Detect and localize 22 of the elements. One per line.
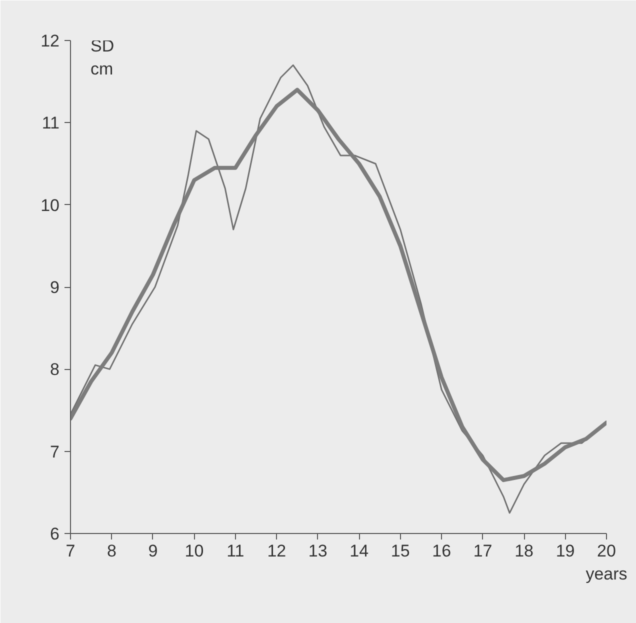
y-tick-label: 6 <box>50 524 60 544</box>
x-tick-label: 7 <box>66 542 76 560</box>
x-tick-label: 11 <box>226 542 244 560</box>
x-tick-label: 8 <box>107 542 116 560</box>
x-tick-label: 12 <box>267 542 286 560</box>
x-tick-label: 14 <box>350 542 369 560</box>
x-tick-label: 10 <box>184 542 204 560</box>
y-tick-label: 10 <box>40 196 60 215</box>
x-tick-label: 16 <box>432 542 452 560</box>
y-tick-label: 12 <box>40 32 60 50</box>
x-tick-label: 9 <box>148 542 158 560</box>
y-tick-label: 7 <box>50 442 60 462</box>
x-axis-title: years <box>586 564 628 584</box>
x-tick-label: 19 <box>556 542 575 560</box>
y-tick-label: 8 <box>50 360 60 380</box>
y-tick-label: 9 <box>50 278 60 297</box>
y-tick-label: 11 <box>42 114 60 133</box>
x-tick-label: 15 <box>390 542 410 560</box>
x-tick-label: 20 <box>597 542 616 560</box>
x-tick-label: 13 <box>308 542 328 560</box>
x-tick-label: 18 <box>514 542 534 560</box>
x-tick-label: 17 <box>473 542 492 560</box>
